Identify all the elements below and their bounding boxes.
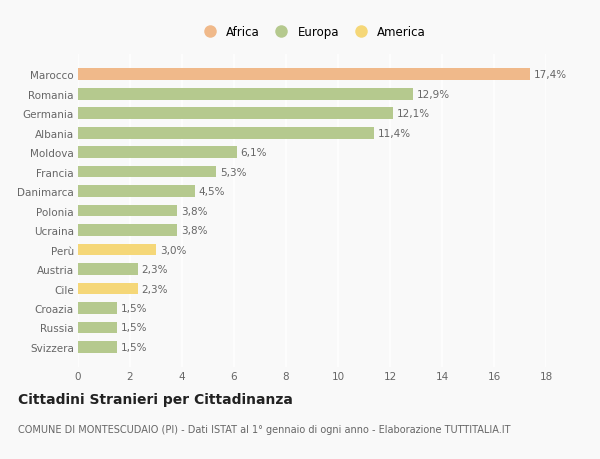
Legend: Africa, Europa, America: Africa, Europa, America — [196, 23, 428, 41]
Bar — [78, 186, 195, 197]
Bar — [78, 322, 117, 334]
Text: 11,4%: 11,4% — [379, 129, 412, 139]
Bar — [78, 244, 156, 256]
Text: 3,0%: 3,0% — [160, 245, 186, 255]
Text: 1,5%: 1,5% — [121, 342, 148, 352]
Text: 2,3%: 2,3% — [142, 264, 168, 274]
Bar — [78, 167, 216, 178]
Bar — [78, 69, 530, 81]
Text: 6,1%: 6,1% — [241, 148, 267, 158]
Text: 3,8%: 3,8% — [181, 225, 207, 235]
Bar — [78, 147, 236, 159]
Bar — [78, 205, 177, 217]
Bar — [78, 128, 374, 139]
Text: 2,3%: 2,3% — [142, 284, 168, 294]
Text: 12,1%: 12,1% — [397, 109, 430, 119]
Text: 12,9%: 12,9% — [418, 90, 451, 100]
Bar — [78, 302, 117, 314]
Text: 1,5%: 1,5% — [121, 303, 148, 313]
Text: 1,5%: 1,5% — [121, 323, 148, 333]
Bar — [78, 108, 392, 120]
Text: 5,3%: 5,3% — [220, 167, 246, 177]
Bar — [78, 225, 177, 236]
Bar — [78, 263, 138, 275]
Text: 3,8%: 3,8% — [181, 206, 207, 216]
Text: COMUNE DI MONTESCUDAIO (PI) - Dati ISTAT al 1° gennaio di ogni anno - Elaborazio: COMUNE DI MONTESCUDAIO (PI) - Dati ISTAT… — [18, 425, 511, 435]
Bar — [78, 283, 138, 295]
Bar — [78, 341, 117, 353]
Text: 17,4%: 17,4% — [534, 70, 568, 80]
Text: Cittadini Stranieri per Cittadinanza: Cittadini Stranieri per Cittadinanza — [18, 392, 293, 406]
Bar — [78, 89, 413, 101]
Text: 4,5%: 4,5% — [199, 187, 226, 197]
